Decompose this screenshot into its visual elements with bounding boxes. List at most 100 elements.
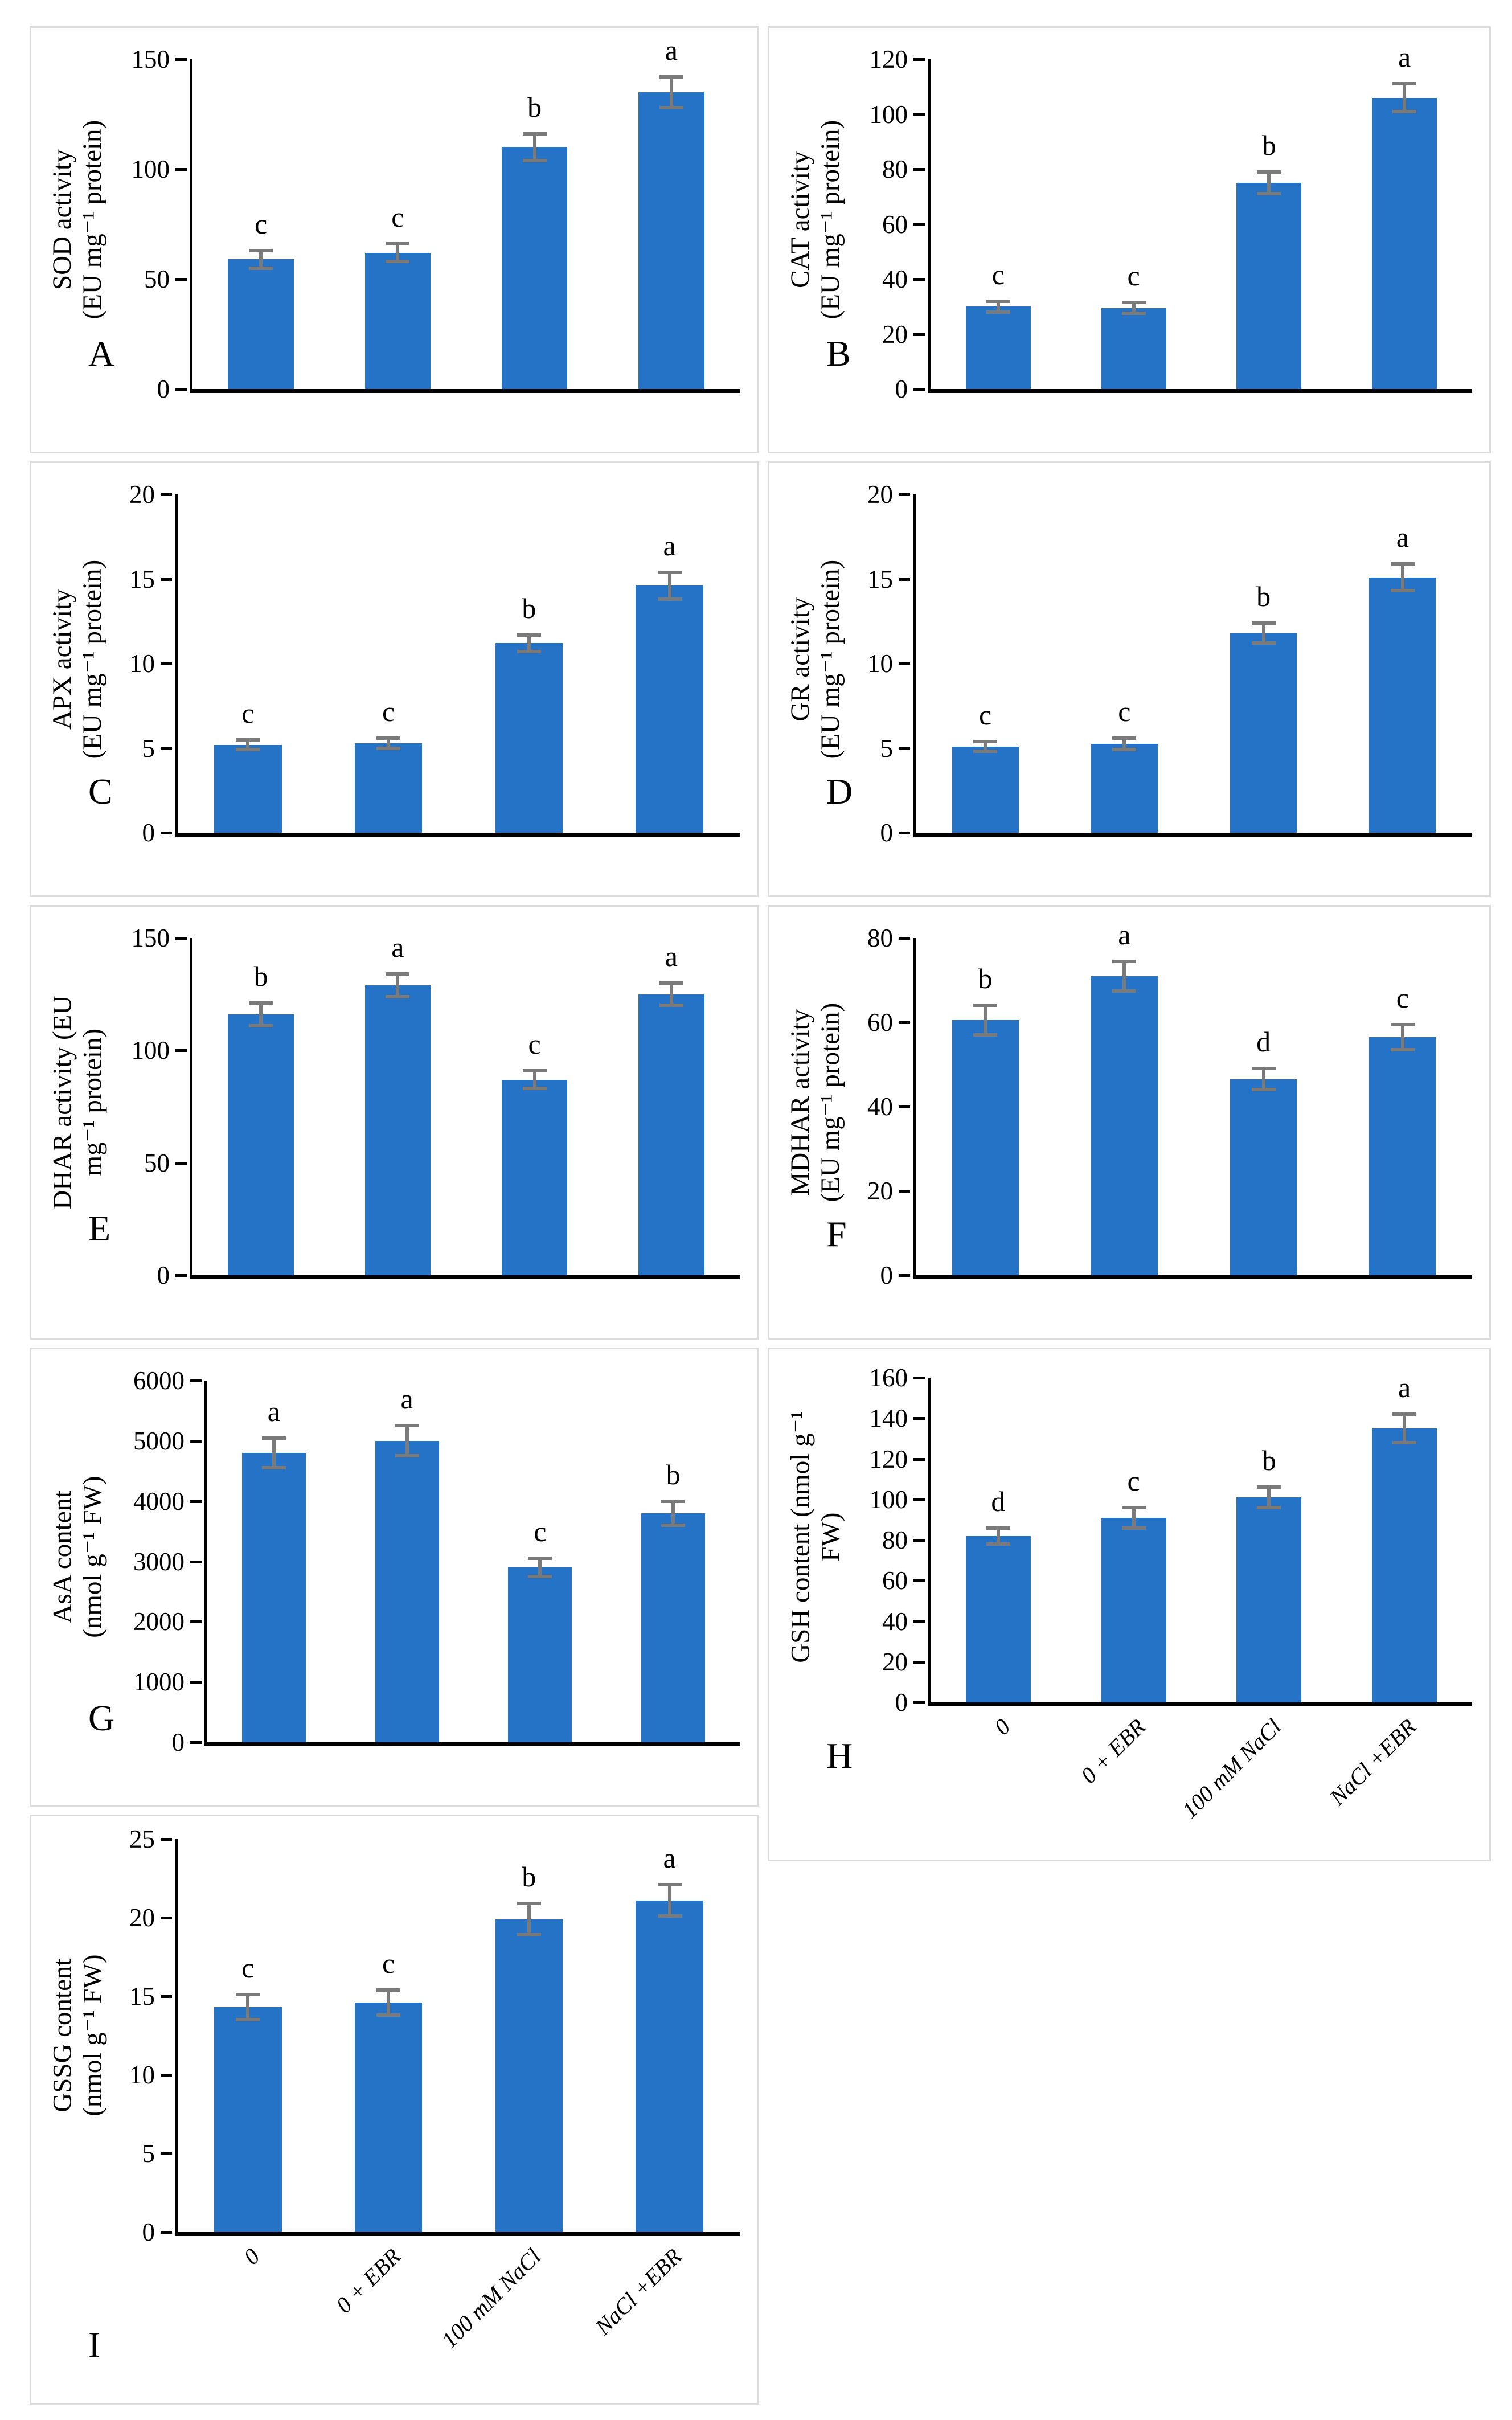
y-tick-label: 10	[129, 2061, 155, 2089]
y-tick-label: 100	[869, 1485, 908, 1514]
x-tick-label: 100 mM NaCl	[1176, 1713, 1286, 1823]
error-bar-cap-bottom	[395, 1454, 419, 1458]
y-tick-mark	[899, 1274, 910, 1277]
error-bar-cap-bottom	[528, 1574, 552, 1578]
plot-area: 0 50 100 150 b a c a	[132, 926, 740, 1288]
bar-100 mM NaCl	[1236, 183, 1302, 389]
error-bar-cap-top	[386, 972, 410, 976]
y-tick-label: 150	[131, 45, 170, 73]
error-bar-cap-bottom	[376, 2013, 401, 2017]
y-tick-mark	[899, 1021, 910, 1024]
y-tick-label: 40	[867, 1092, 893, 1121]
error-bar-cap-top	[395, 1424, 419, 1428]
bar-NaCl +EBR	[1369, 1037, 1436, 1275]
y-tick-mark	[913, 168, 925, 171]
y-tick-mark	[899, 1190, 910, 1193]
y-tick-label: 150	[131, 924, 170, 952]
panel-F: MDHAR activity (EU mg⁻¹ protein) 0 20 40 60 80…	[768, 905, 1491, 1340]
x-tick-label: 100 mM NaCl	[436, 2243, 546, 2353]
significance-letter: a	[391, 931, 404, 964]
panel-letter-C: C	[88, 771, 113, 812]
error-bar	[1267, 171, 1271, 194]
y-tick-label: 40	[882, 1607, 908, 1636]
bar-0 + EBR	[364, 252, 431, 389]
error-bar-cap-top	[249, 248, 273, 252]
error-bar	[246, 1995, 250, 2020]
significance-letter: c	[1127, 260, 1140, 292]
error-bar-cap-top	[659, 981, 683, 985]
error-bar	[667, 572, 671, 600]
error-bar	[396, 974, 400, 997]
bar-NaCl +EBR	[636, 1900, 703, 2232]
bar-0	[241, 1453, 306, 1742]
panel-letter-I: I	[88, 2324, 101, 2365]
error-bar	[272, 1438, 276, 1468]
error-bar-cap-top	[657, 1883, 682, 1887]
error-bar-cap-top	[1257, 170, 1281, 174]
error-bar-cap-bottom	[659, 105, 683, 109]
y-tick-mark	[913, 1498, 925, 1501]
error-bar	[667, 1885, 671, 1917]
error-bar-cap-bottom	[986, 310, 1010, 314]
plot-area: 0 20 40 60 80 100 120 c c b a	[870, 43, 1472, 402]
y-tick-mark	[913, 1620, 925, 1623]
panel-C: APX activity (EU mg⁻¹ protein) 0 5 10 15 20 c c b…	[30, 461, 759, 897]
y-tick-mark	[899, 747, 910, 750]
y-axis-label-line: (nmol g⁻¹ FW)	[77, 1954, 108, 2117]
y-tick-mark	[161, 1838, 172, 1841]
bar-NaCl +EBR	[636, 585, 703, 833]
panel-letter-D: D	[826, 771, 853, 812]
bar-0 + EBR	[354, 2003, 423, 2232]
y-tick-label: 0	[171, 1728, 185, 1756]
significance-letter: a	[663, 529, 676, 562]
error-bar-cap-bottom	[376, 746, 401, 750]
error-bar-cap-top	[236, 738, 260, 742]
error-bar	[1132, 1508, 1136, 1528]
y-tick-label: 20	[867, 480, 893, 509]
significance-letter: b	[1261, 129, 1276, 161]
bar-0	[965, 1535, 1031, 1702]
y-tick-mark	[899, 937, 910, 940]
y-tick-mark	[913, 1417, 925, 1420]
error-bar-cap-bottom	[522, 1087, 547, 1091]
error-bar-cap-bottom	[249, 266, 273, 270]
error-bar	[1403, 84, 1407, 112]
y-tick-mark	[161, 578, 172, 581]
y-tick-label: 20	[867, 1177, 893, 1205]
bar-NaCl +EBR	[1372, 1428, 1437, 1702]
plot-area: 0 5 10 15 20 25 c c b a 0 0 + EBR 100 mM NaCl NaCl +E…	[129, 1827, 740, 2353]
significance-letter: c	[1127, 1465, 1140, 1497]
y-tick-mark	[913, 1701, 925, 1704]
y-tick-label: 15	[867, 564, 893, 593]
bar-100 mM NaCl	[495, 643, 563, 833]
y-tick-mark	[913, 1377, 925, 1379]
bar-0 + EBR	[354, 743, 423, 833]
y-tick-label: 5	[142, 2139, 155, 2168]
y-tick-label: 10	[129, 649, 155, 678]
error-bar	[1403, 1414, 1407, 1443]
bar-100 mM NaCl	[1230, 633, 1297, 833]
y-tick-label: 10	[867, 649, 893, 678]
y-tick-label: 50	[144, 265, 170, 293]
y-tick-label: 20	[882, 1647, 908, 1676]
error-bar	[996, 1528, 1000, 1545]
y-tick-mark	[190, 1439, 202, 1443]
significance-letter: d	[1256, 1026, 1271, 1058]
panel-letter-B: B	[826, 333, 851, 374]
significance-letter: a	[400, 1383, 413, 1415]
y-tick-label: 0	[157, 375, 170, 403]
significance-letter: c	[991, 258, 1005, 290]
bar-NaCl +EBR	[638, 994, 704, 1275]
y-tick-label: 0	[880, 818, 894, 847]
y-tick-mark	[190, 1379, 202, 1382]
bar-NaCl +EBR	[641, 1513, 706, 1742]
y-axis-label-line: GSSG content	[47, 1958, 77, 2113]
panel-A: SOD activity (EU mg⁻¹ protein) 0 50 100 150 c c…	[30, 26, 759, 453]
error-bar-cap-top	[249, 1001, 273, 1005]
error-bar-cap-bottom	[1257, 192, 1281, 196]
y-tick-mark	[190, 1620, 202, 1624]
panel-B: CAT activity (EU mg⁻¹ protein) 0 20 40 60 80 10…	[768, 26, 1491, 453]
y-tick-mark	[899, 493, 910, 496]
significance-letter: b	[1261, 1444, 1276, 1477]
error-bar	[405, 1426, 409, 1456]
